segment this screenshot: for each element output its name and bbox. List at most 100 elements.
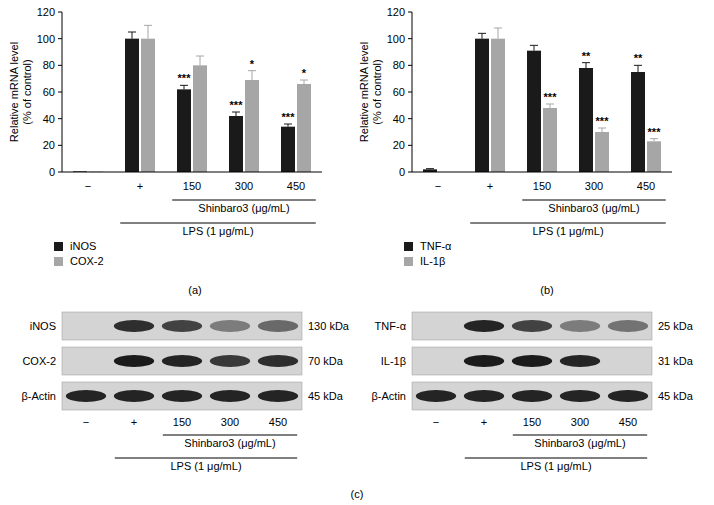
y-tick-label: 40 — [43, 113, 55, 125]
y-tick — [408, 12, 412, 13]
blot-strip — [412, 382, 652, 410]
significance: *** — [178, 72, 192, 84]
error-cap — [478, 33, 486, 34]
protein-label: TNF-α — [375, 320, 407, 332]
band — [560, 390, 600, 402]
error-cap — [196, 56, 204, 57]
y-tick-label: 80 — [393, 59, 405, 71]
blot: TNF-α25 kDaIL-1β31 kDaβ-Actin45 kDa−+150… — [372, 312, 694, 472]
band — [416, 390, 456, 402]
background — [0, 0, 714, 505]
group-bracket — [465, 458, 647, 459]
band — [210, 320, 250, 332]
error-cap — [494, 28, 502, 29]
group-label: Shinbaro3 (μg/mL) — [198, 202, 289, 214]
size-label: 25 kDa — [658, 320, 694, 332]
x-tick-label: 300 — [585, 180, 603, 192]
x-tick-label: + — [487, 180, 493, 192]
group-bracket — [120, 223, 316, 224]
error-bar — [478, 33, 486, 38]
lane-label: 300 — [221, 416, 239, 428]
blot-strip — [62, 312, 302, 340]
error-cap — [634, 65, 642, 66]
y-tick — [408, 38, 412, 39]
error-bar — [144, 25, 152, 38]
x-tick-label: 150 — [183, 180, 201, 192]
bar — [527, 51, 541, 172]
y-axis — [412, 12, 413, 172]
error-stem — [252, 71, 253, 80]
band — [162, 390, 202, 402]
figure: Relative mRNA level(% of control)0204060… — [0, 0, 714, 505]
error-bar — [546, 104, 554, 108]
legend-label: iNOS — [70, 240, 96, 252]
y-tick — [408, 92, 412, 93]
y-tick — [58, 12, 62, 13]
x-axis — [62, 172, 322, 173]
y-axis-label-line: Relative mRNA level — [358, 42, 370, 142]
x-tick-label: 150 — [533, 180, 551, 192]
band — [114, 390, 154, 402]
bar — [125, 39, 139, 172]
bar — [297, 84, 311, 172]
y-tick — [58, 118, 62, 119]
error-bar — [196, 56, 204, 65]
significance: *** — [282, 111, 296, 123]
blot-strip — [62, 382, 302, 410]
significance: *** — [596, 115, 610, 127]
protein-label: IL-1β — [381, 355, 406, 367]
size-label: 45 kDa — [308, 390, 344, 402]
band — [464, 355, 504, 367]
x-tick-label: + — [137, 180, 143, 192]
band — [512, 355, 552, 367]
significance: *** — [544, 91, 558, 103]
band — [258, 355, 298, 367]
error-stem — [550, 104, 551, 108]
significance: * — [250, 58, 255, 70]
error-stem — [482, 33, 483, 38]
band — [464, 320, 504, 332]
error-bar — [426, 168, 434, 170]
lane-label: 450 — [269, 416, 287, 428]
error-cap — [284, 124, 292, 125]
band — [66, 390, 106, 402]
y-tick — [408, 172, 412, 173]
lane-label: + — [131, 416, 137, 428]
bar — [595, 132, 609, 172]
panel-label: (b) — [540, 284, 553, 296]
bar — [177, 89, 191, 172]
significance: *** — [230, 99, 244, 111]
y-axis-label-line: Relative mRNA level — [8, 42, 20, 142]
band — [512, 320, 552, 332]
error-bar — [582, 63, 590, 68]
y-axis-label-line: (% of control) — [371, 59, 383, 124]
y-tick-label: 100 — [37, 33, 55, 45]
error-bar — [530, 45, 538, 50]
band — [512, 390, 552, 402]
error-bar — [284, 124, 292, 127]
error-stem — [498, 28, 499, 39]
legend-swatch — [404, 257, 413, 266]
bar — [579, 68, 593, 172]
legend-swatch — [54, 257, 63, 266]
error-cap — [650, 138, 658, 139]
y-tick — [58, 145, 62, 146]
error-bar — [300, 80, 308, 84]
y-tick-label: 40 — [393, 113, 405, 125]
y-axis-label: Relative mRNA level(% of control) — [8, 42, 33, 142]
error-stem — [602, 128, 603, 132]
protein-label: β-Actin — [22, 390, 56, 402]
y-tick-label: 80 — [43, 59, 55, 71]
error-stem — [132, 32, 133, 39]
error-stem — [184, 85, 185, 89]
group-label: LPS (1 μg/mL) — [532, 225, 603, 237]
band — [608, 355, 648, 367]
error-bar — [180, 85, 188, 89]
y-tick-label: 20 — [43, 139, 55, 151]
size-label: 70 kDa — [308, 355, 344, 367]
y-tick-label: 0 — [49, 166, 55, 178]
x-axis — [412, 172, 672, 173]
error-cap — [582, 62, 590, 63]
significance: ** — [582, 50, 591, 62]
protein-label: COX-2 — [22, 355, 56, 367]
